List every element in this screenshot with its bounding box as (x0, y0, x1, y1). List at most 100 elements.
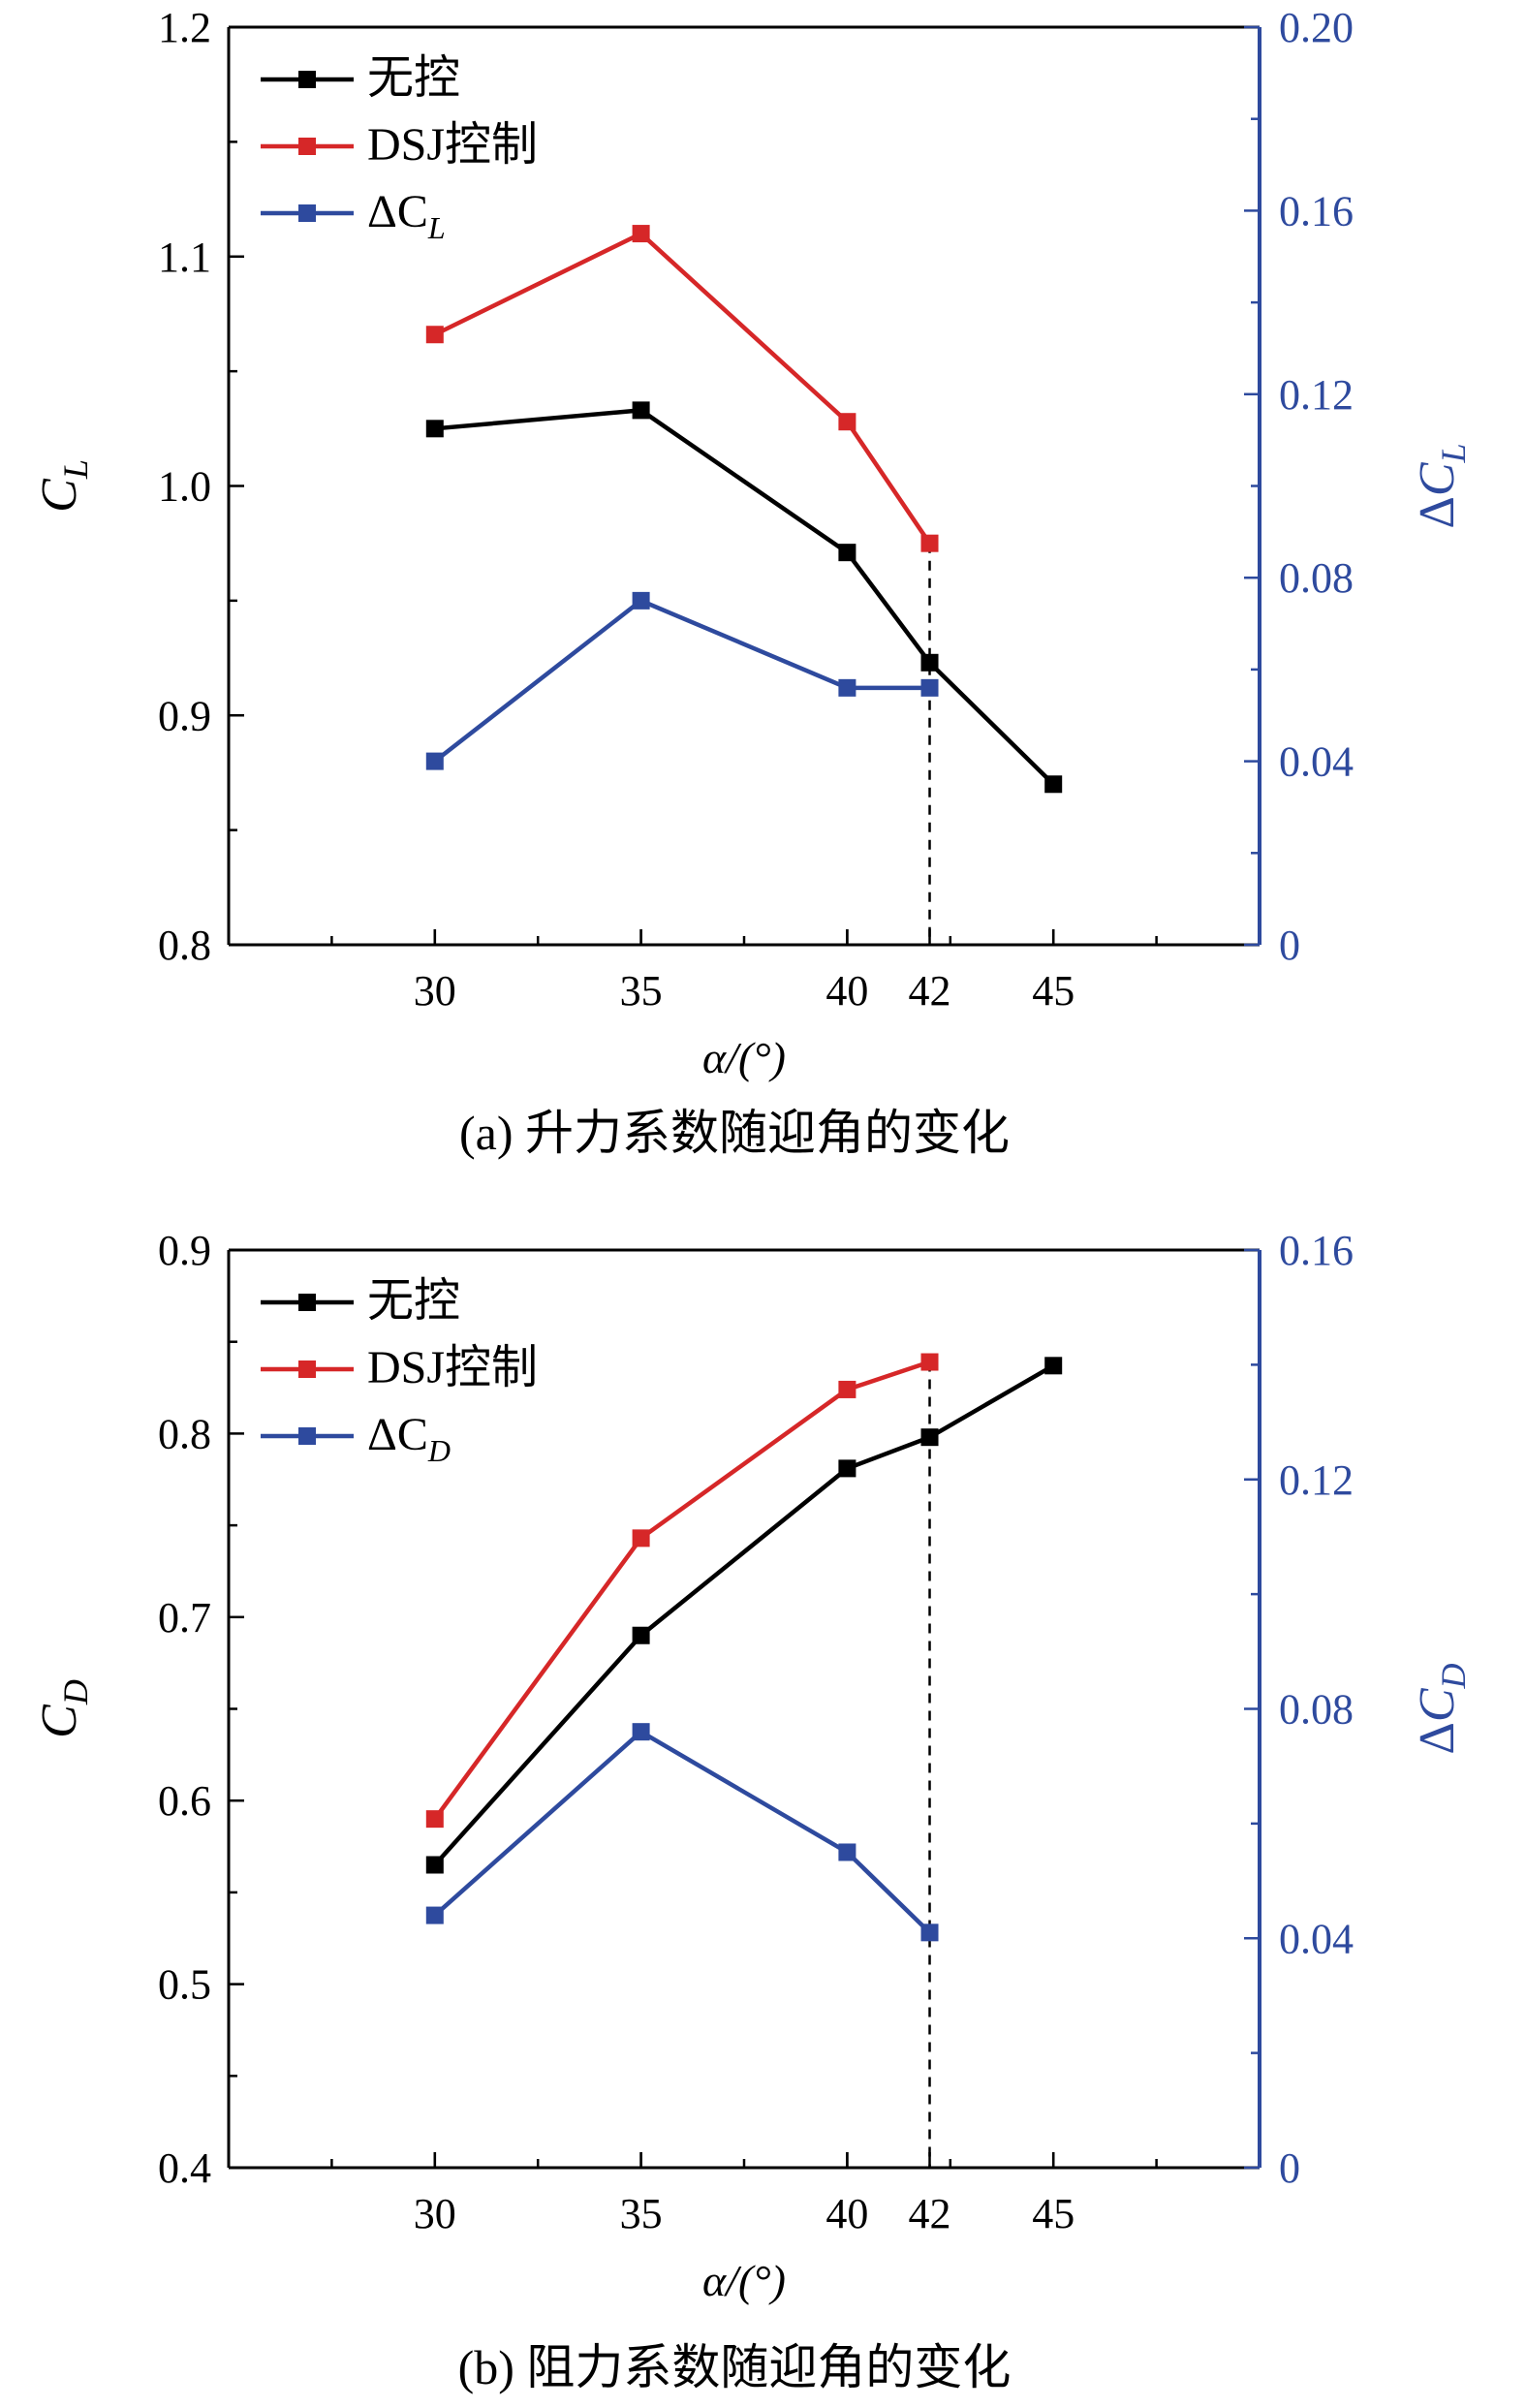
data-point (425, 420, 444, 438)
legend-label: ΔCD (367, 1409, 451, 1468)
x-tick-label: 40 (825, 2190, 868, 2237)
x-tick-label: 42 (909, 967, 951, 1015)
y-left-tick-label: 0.7 (158, 1594, 211, 1642)
y-right-tick-label: 0.12 (1279, 1456, 1354, 1504)
data-point (632, 1723, 650, 1741)
y-left-tick-label: 1.0 (158, 463, 211, 511)
y-left-axis-title-base: C (32, 478, 87, 513)
legend-label: 无控 (367, 52, 460, 104)
legend-marker (298, 1427, 316, 1445)
y-left-tick-label: 0.9 (158, 1227, 211, 1274)
y-left-tick-label: 0.9 (158, 692, 211, 739)
y-left-tick-label: 0.5 (158, 1961, 211, 2009)
x-tick-label: 42 (909, 2190, 951, 2237)
data-point (838, 1843, 856, 1861)
series-line (434, 408, 1055, 786)
y-right-axis-title-subscript: D (1434, 1663, 1473, 1689)
x-tick-label: 45 (1032, 2190, 1074, 2237)
data-point (838, 413, 856, 431)
data-point (632, 1626, 650, 1644)
y-left-tick-label: 0.8 (158, 1410, 211, 1457)
y-right-tick-label: 0.16 (1279, 1227, 1354, 1274)
y-right-axis-title-base: C (1410, 1687, 1465, 1722)
chart-lift: 30 35 40 42 45 0.8 0.9 1.0 1.1 1.2 0 0.04 0.08 0.12 0.… (32, 4, 1473, 1160)
y-left-axis-title-base: C (32, 1704, 87, 1738)
y-right-tick-label: 0.20 (1279, 4, 1354, 51)
series-line (432, 1360, 931, 1821)
series-1 (425, 225, 939, 552)
series-2 (425, 1723, 939, 1942)
series-0 (425, 1357, 1063, 1874)
x-tick-label: 30 (414, 967, 456, 1015)
data-point (632, 591, 650, 610)
x-tick-label: 45 (1032, 967, 1074, 1015)
legend-label: DSJ控制 (367, 1342, 538, 1393)
legend-label-subscript: L (427, 210, 446, 245)
y-right-tick-label: 0.08 (1279, 1686, 1354, 1734)
data-point (632, 225, 650, 243)
y-right-tick-label: 0.04 (1279, 1915, 1354, 1962)
data-point (838, 1380, 856, 1398)
y-left-tick-label: 0.6 (158, 1777, 211, 1825)
y-left-axis-title: CL (32, 459, 95, 513)
series-line (433, 1729, 932, 1934)
data-point (425, 752, 444, 770)
x-axis-title: α/(°) (702, 1033, 786, 1082)
y-right-axis-title-prefix: Δ (1410, 1722, 1465, 1754)
legend-label: ΔCL (367, 186, 446, 245)
data-point (920, 1428, 939, 1447)
x-tick-label: 30 (414, 2190, 456, 2237)
y-right-tick-label: 0 (1279, 2144, 1300, 2192)
y-right-axis-title: ΔCD (1410, 1663, 1473, 1754)
data-point (632, 401, 650, 420)
data-point (425, 1856, 444, 1874)
data-point (425, 1810, 444, 1829)
x-tick-label: 35 (620, 2190, 663, 2237)
legend-label-subscript: D (427, 1433, 451, 1468)
y-right-axis-title: ΔCL (1410, 443, 1473, 528)
y-left-tick-label: 0.8 (158, 922, 211, 969)
y-left-axis-title: CD (32, 1679, 95, 1738)
series-2 (425, 591, 939, 770)
legend-marker (298, 71, 316, 88)
legend: 无控 DSJ控制 ΔCD (261, 1275, 538, 1468)
chart-drag: 30 35 40 42 45 0.4 0.5 0.6 0.7 0.8 0.9 0 0.04 0.08 0.1… (32, 1227, 1473, 2394)
y-left-tick-label: 1.1 (158, 234, 211, 281)
legend-marker (298, 138, 316, 155)
series-line (433, 231, 932, 545)
legend-marker (298, 1360, 316, 1378)
data-point (920, 1923, 939, 1942)
series-1 (425, 1353, 939, 1829)
x-axis-title: α/(°) (702, 2256, 786, 2305)
x-tick-label: 40 (825, 967, 868, 1015)
legend-label: 无控 (367, 1275, 460, 1327)
y-right-tick-label: 0.12 (1279, 371, 1354, 419)
y-right-tick-label: 0.04 (1279, 738, 1354, 786)
y-right-axis-title-subscript: L (1434, 443, 1473, 463)
data-point (632, 1529, 650, 1548)
data-point (920, 534, 939, 552)
legend-label: DSJ控制 (367, 119, 538, 171)
y-left-axis-title-subscript: D (56, 1679, 95, 1705)
data-point (1044, 775, 1063, 794)
legend-marker (298, 1294, 316, 1311)
data-point (425, 326, 444, 344)
figure-caption: (b) 阻力系数随迎角的变化 (458, 2340, 1012, 2394)
y-left-tick-label: 1.2 (158, 4, 211, 51)
y-left-tick-label: 0.4 (158, 2144, 211, 2192)
data-point (920, 1353, 939, 1371)
data-point (1044, 1357, 1063, 1375)
y-right-axis-title-base: C (1410, 461, 1465, 496)
y-right-tick-label: 0.16 (1279, 187, 1354, 235)
data-point (838, 544, 856, 562)
data-point (425, 1906, 444, 1924)
series-0 (425, 401, 1063, 794)
data-point (838, 678, 856, 697)
legend-marker (298, 204, 316, 222)
x-tick-label: 35 (620, 967, 663, 1015)
y-right-tick-label: 0.08 (1279, 554, 1354, 602)
figure-caption: (a) 升力系数随迎角的变化 (459, 1106, 1010, 1160)
y-left-axis-title-subscript: L (56, 459, 95, 480)
data-point (838, 1459, 856, 1478)
